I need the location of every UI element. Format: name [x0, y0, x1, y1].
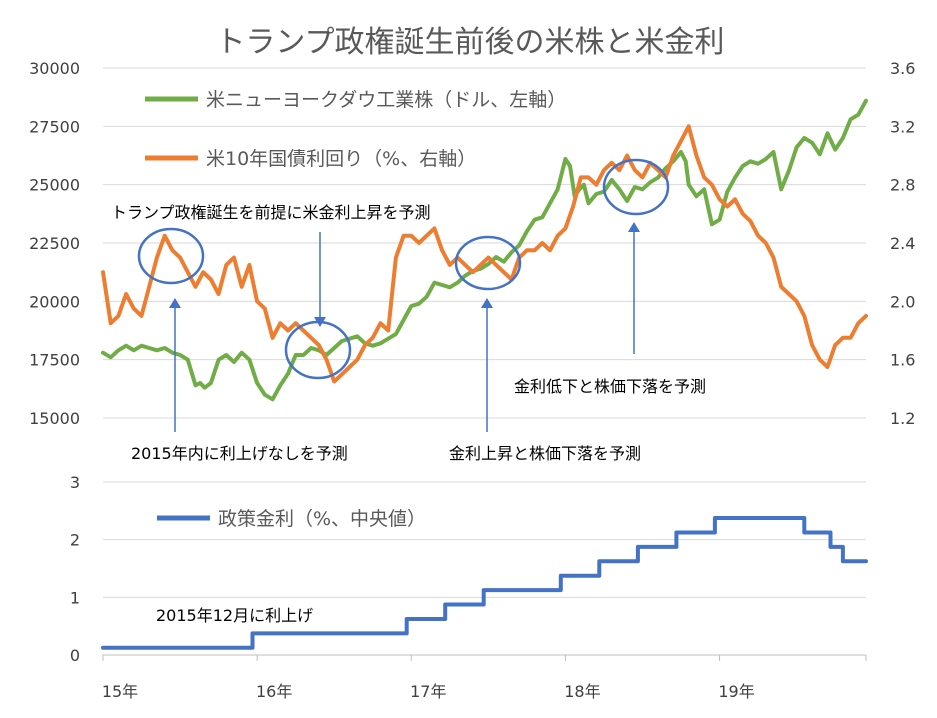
axis-ticks: 15000 17500 20000 22500 25000 27500 30000 1.2 1.… [29, 59, 915, 701]
x-axis-tick-label: 18年 [564, 682, 600, 701]
arrow-2016-head [314, 317, 326, 327]
right-axis-tick-label: 2.8 [890, 176, 915, 195]
yield-series-line [101, 124, 868, 384]
legend-dow-label: 米ニューヨークダウ工業株（ドル、左軸） [206, 89, 566, 111]
bottom-axis-tick-label: 3 [70, 473, 80, 492]
x-axis-tick-label: 15年 [102, 682, 138, 701]
right-axis-tick-label: 2.0 [890, 292, 915, 311]
annotation-ellipse-2015 [137, 227, 205, 285]
right-axis-tick-label: 1.2 [890, 409, 915, 428]
bottom-axis-tick-label: 2 [70, 531, 80, 550]
annotation-rate-hike: 2015年12月に利上げ [156, 606, 313, 625]
policy-rate-series-line [101, 516, 868, 650]
arrow-2015-head [169, 298, 181, 308]
right-axis-tick-label: 2.4 [890, 234, 915, 253]
left-axis-tick-label: 27500 [29, 117, 80, 136]
left-axis-tick-label: 20000 [29, 292, 80, 311]
right-axis-tick-label: 1.6 [890, 351, 915, 370]
legend-yield-label: 米10年国債利回り（%、右軸） [206, 148, 476, 170]
annotations: トランプ政権誕生を前提に米金利上昇を予測 2015年内に利上げなしを予測 金利上昇と… [111, 158, 706, 625]
right-axis-tick-label: 3.2 [890, 117, 915, 136]
bottom-axis-tick-label: 0 [70, 646, 80, 665]
annotation-left-bottom: 2015年内に利上げなしを予測 [131, 444, 348, 463]
left-axis-tick-label: 15000 [29, 409, 80, 428]
annotation-mid-bottom: 金利上昇と株価下落を予測 [449, 444, 641, 463]
annotation-ellipse-2017 [454, 235, 522, 291]
annotation-top-text: トランプ政権誕生を前提に米金利上昇を予測 [111, 203, 431, 222]
annotation-ellipse-2018 [602, 158, 670, 216]
dow-series-line [101, 98, 868, 402]
left-axis-tick-label: 25000 [29, 176, 80, 195]
x-axis-tick-label: 17年 [410, 682, 446, 701]
arrow-2018-head [628, 222, 640, 232]
legends: 米ニューヨークダウ工業株（ドル、左軸） 米10年国債利回り（%、右軸） 政策金利（%… [145, 89, 566, 530]
chart-title: トランプ政権誕生前後の米株と米金利 [215, 25, 724, 60]
left-axis-tick-label: 17500 [29, 351, 80, 370]
left-axis-tick-label: 30000 [29, 59, 80, 78]
bottom-axis-tick-label: 1 [70, 588, 80, 607]
left-axis-tick-label: 22500 [29, 234, 80, 253]
right-axis-tick-label: 3.6 [890, 59, 915, 78]
arrow-2017-head [481, 298, 493, 308]
series-lines [101, 98, 868, 650]
x-axis-tick-label: 16年 [256, 682, 292, 701]
annotation-right-text: 金利低下と株価下落を予測 [514, 377, 706, 396]
legend-policy-label: 政策金利（%、中央値） [218, 508, 426, 530]
x-axis-tick-label: 19年 [718, 682, 754, 701]
